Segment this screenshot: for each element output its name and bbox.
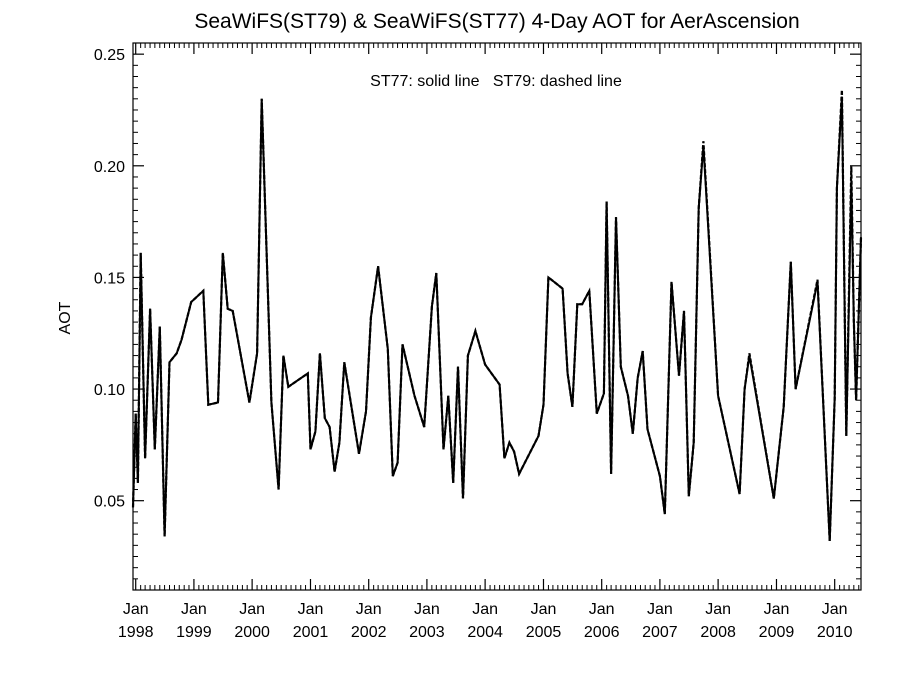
series-line-st79 [131, 89, 863, 541]
y-tick-label: 0.20 [94, 159, 125, 176]
x-tick-year: 2004 [467, 624, 503, 641]
x-tick-year: 1999 [176, 624, 212, 641]
plot-frame [132, 42, 862, 591]
x-tick-year: 2002 [351, 624, 387, 641]
x-tick-month: Jan [356, 601, 382, 618]
x-tick-year: 2007 [642, 624, 678, 641]
x-tick-month: Jan [181, 601, 207, 618]
x-tick-year: 2010 [817, 624, 853, 641]
x-tick-year: 2001 [293, 624, 329, 641]
x-tick-month: Jan [472, 601, 498, 618]
x-tick-month: Jan [414, 601, 440, 618]
x-tick-year: 2008 [700, 624, 736, 641]
x-tick-month: Jan [589, 601, 615, 618]
x-tick-month: Jan [764, 601, 790, 618]
x-tick-year: 2000 [234, 624, 270, 641]
y-axis-label: AOT [57, 301, 74, 334]
line-style-annotation: ST77: solid line ST79: dashed line [370, 73, 622, 90]
tick-labels: 0.05 0.10 0.15 0.20 0.25 Jan 1998 Jan 1999 Jan 200… [94, 47, 853, 641]
x-tick-month: Jan [239, 601, 265, 618]
axis-ticks [133, 42, 861, 590]
x-tick-month: Jan [531, 601, 557, 618]
y-tick-label: 0.15 [94, 270, 125, 287]
chart-title: SeaWiFS(ST79) & SeaWiFS(ST77) 4-Day AOT … [194, 10, 799, 33]
x-tick-year: 2003 [409, 624, 445, 641]
x-tick-year: 2006 [584, 624, 620, 641]
x-tick-month: Jan [822, 601, 848, 618]
x-tick-month: Jan [705, 601, 731, 618]
x-tick-month: Jan [298, 601, 324, 618]
series-line-st77 [132, 96, 862, 541]
series-layer [131, 89, 863, 541]
y-tick-label: 0.25 [94, 47, 125, 64]
x-tick-year: 2009 [759, 624, 795, 641]
y-tick-label: 0.05 [94, 494, 125, 511]
y-tick-label: 0.10 [94, 382, 125, 399]
x-tick-month: Jan [123, 601, 149, 618]
x-tick-month: Jan [647, 601, 673, 618]
x-tick-year: 1998 [118, 624, 154, 641]
x-tick-year: 2005 [526, 624, 562, 641]
